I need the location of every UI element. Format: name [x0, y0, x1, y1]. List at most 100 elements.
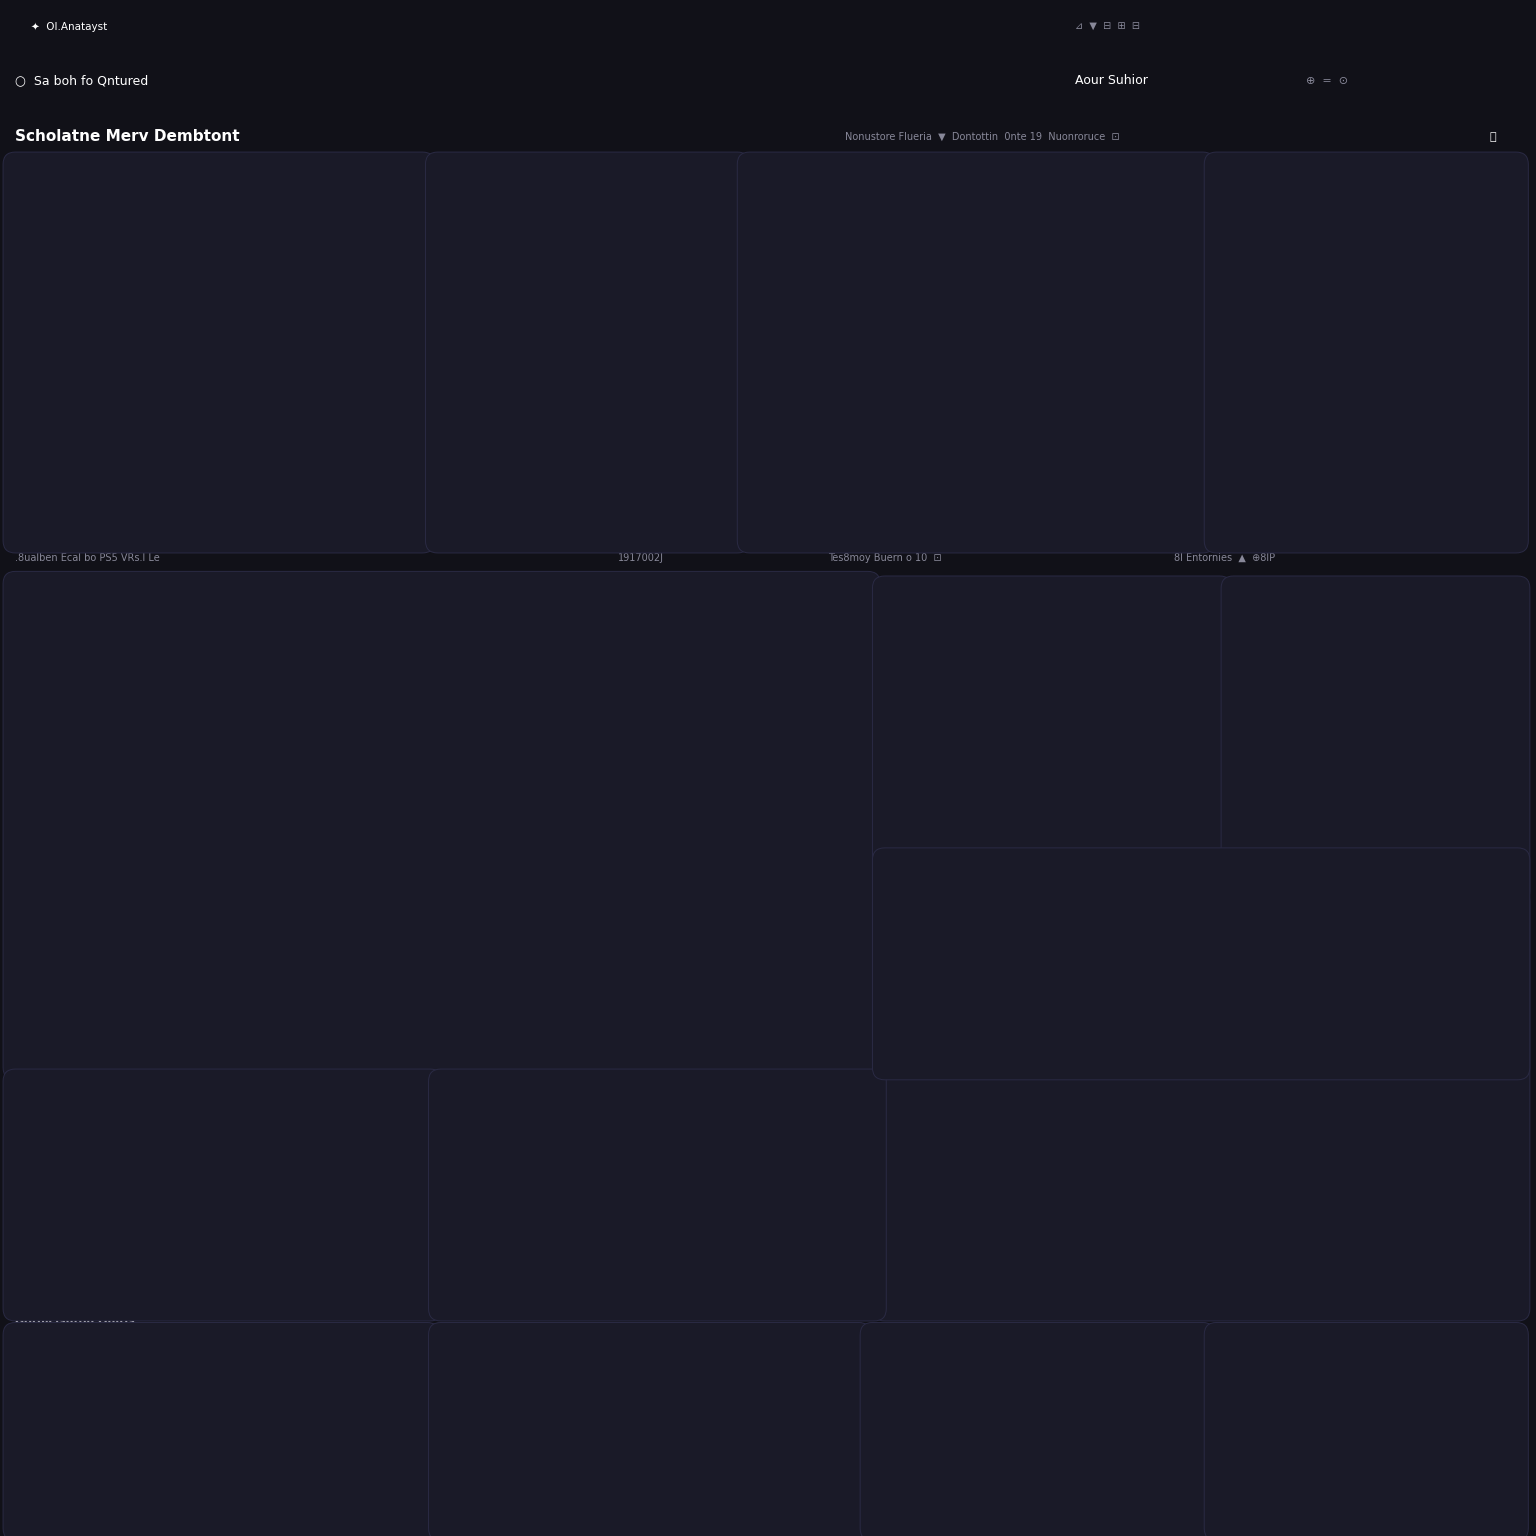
Bar — [381, 1044, 401, 1052]
Text: Mded Barg Gana i estlon: Mded Barg Gana i estlon — [1229, 1352, 1332, 1359]
Bar — [321, 1023, 339, 1052]
Text: ○ 8r57h  ∧ 8a3albs  ◉ n15  ≡ B15: ○ 8r57h ∧ 8a3albs ◉ n15 ≡ B15 — [1233, 1009, 1389, 1018]
Wedge shape — [1229, 250, 1306, 375]
Text: Golhe N6mord: Golhe N6mord — [886, 1373, 946, 1382]
Text: 1917002J: 1917002J — [617, 553, 664, 562]
Text: ■ %uRunchs Eone 8 4ourrhnors: ■ %uRunchs Eone 8 4ourrhnors — [886, 1493, 1020, 1502]
Text: Paom: Paom — [1089, 252, 1112, 261]
Text: Aour Suhior: Aour Suhior — [1075, 74, 1147, 88]
Bar — [897, 885, 1276, 906]
Text: ! 5 n 108: ! 5 n 108 — [458, 1428, 499, 1438]
Bar — [605, 1040, 624, 1052]
Text: Name: Name — [872, 252, 897, 261]
Bar — [178, 1037, 198, 1052]
Text: Suns: Suns — [453, 178, 476, 189]
Text: 🔍: 🔍 — [1490, 132, 1496, 141]
Text: Zesnde 53: Zesnde 53 — [763, 217, 814, 227]
Circle shape — [23, 1433, 98, 1468]
Text: ⊡: ⊡ — [347, 1080, 356, 1091]
Text: 48.38: 48.38 — [1402, 350, 1442, 362]
Bar — [240, 1041, 258, 1052]
Text: Toudmg Temhous: Toudmg Temhous — [28, 1080, 135, 1091]
Text: ✦  Ol.Anatayst: ✦ Ol.Anatayst — [31, 22, 108, 32]
Text: Gothicisuton Ohitis: Gothicisuton Ohitis — [32, 1342, 144, 1352]
Text: Al.llllan: Al.llllan — [201, 1510, 232, 1519]
Circle shape — [1138, 955, 1290, 1006]
Polygon shape — [303, 608, 395, 674]
Text: Ruese Mev: Ruese Mev — [458, 1375, 504, 1384]
Text: o57P0 Cm3: o57P0 Cm3 — [650, 1445, 697, 1455]
Text: Coalber Sdames: Coalber Sdames — [453, 210, 567, 224]
Bar — [158, 1026, 177, 1052]
Text: Sneti: Sneti — [803, 479, 828, 488]
Text: ⊡: ⊡ — [361, 1342, 369, 1352]
Circle shape — [998, 955, 1150, 1006]
Text: Eolhu 8 N.8m: Eolhu 8 N.8m — [118, 1439, 180, 1447]
Text: ▽ 21: ▽ 21 — [1075, 178, 1098, 189]
Text: Gothicisuton Ohitis: Gothicisuton Ohitis — [15, 1316, 135, 1326]
Polygon shape — [418, 674, 522, 750]
Wedge shape — [1243, 209, 1306, 307]
Text: 0E05: 0E05 — [725, 1355, 746, 1364]
Text: 8us Breab Allu Mo4tes: 8us Breab Allu Mo4tes — [504, 429, 613, 438]
Text: DushRs Dcunts: DushRs Dcunts — [458, 1335, 551, 1344]
Text: Ga3nes: Ga3nes — [504, 264, 541, 275]
Text: 148: 148 — [462, 1130, 495, 1146]
Circle shape — [452, 467, 484, 508]
Text: Gouc Aa:IerE04: Gouc Aa:IerE04 — [32, 1362, 97, 1372]
Bar — [98, 1026, 117, 1052]
Text: Catarns: Catarns — [28, 1101, 63, 1111]
Text: 213.57: 213.57 — [1390, 275, 1439, 287]
Wedge shape — [174, 267, 298, 476]
Polygon shape — [511, 639, 837, 796]
Text: ◉: ◉ — [1333, 972, 1347, 988]
Polygon shape — [593, 765, 639, 840]
Wedge shape — [1250, 307, 1370, 406]
Text: 67793: 67793 — [1092, 690, 1140, 703]
Text: c mcumtoluons: c mcumtoluons — [458, 1445, 522, 1455]
Polygon shape — [522, 740, 593, 796]
Text: GecT 5ToKe: GecT 5ToKe — [35, 613, 108, 622]
Text: Eos 0m8 C3m Ghn Gromos Taelbn —: Eos 0m8 C3m Ghn Gromos Taelbn — — [886, 1399, 1040, 1407]
Text: $ 5 1.16: $ 5 1.16 — [1229, 1396, 1275, 1407]
Text: 07%: 07% — [796, 1080, 817, 1091]
Text: ● 0ehd: ● 0ehd — [562, 1104, 590, 1114]
Wedge shape — [0, 315, 78, 453]
Text: Btciah Stines: Btciah Stines — [763, 177, 856, 190]
Text: ■ Goories: ■ Goories — [670, 1104, 710, 1114]
Text: 2088: 2088 — [926, 433, 949, 442]
Text: eu l.8us: eu l.8us — [1390, 398, 1424, 407]
Text: 220: 220 — [347, 1101, 364, 1111]
Wedge shape — [2, 244, 88, 329]
Text: 10%: 10% — [899, 839, 965, 866]
Text: Gerdus Vab: Gerdus Vab — [899, 693, 962, 702]
Text: 03.1ls: 03.1ls — [899, 762, 932, 773]
Circle shape — [452, 304, 484, 346]
Text: Sneon Mx 3135: Sneon Mx 3135 — [458, 1355, 522, 1364]
Text: ⌂: ⌂ — [960, 1025, 971, 1043]
Bar — [482, 1048, 502, 1052]
Bar — [57, 1048, 75, 1052]
Bar — [707, 1034, 725, 1052]
Text: ■ Duhentsms: ■ Duhentsms — [1276, 914, 1346, 925]
Text: $14.5$: $14.5$ — [295, 1395, 321, 1407]
Bar — [200, 1041, 218, 1052]
Text: QC6 7B: QC6 7B — [725, 1375, 757, 1384]
Circle shape — [23, 1484, 98, 1519]
Bar — [746, 1031, 765, 1052]
Text: 115a: 115a — [670, 1130, 713, 1146]
Text: ■ 5LOB5: ■ 5LOB5 — [453, 1104, 488, 1114]
Text: d 8Q,22 7d: d 8Q,22 7d — [28, 1121, 104, 1135]
Text: a R05: a R05 — [1075, 217, 1104, 227]
Wedge shape — [51, 229, 264, 476]
Bar — [685, 1049, 705, 1052]
Text: 5u918: 5u918 — [1049, 479, 1077, 488]
Text: Gte Reuoms Smip / Clo Encnthes: Gte Reuoms Smip / Clo Encnthes — [899, 633, 1048, 642]
Text: c/: c/ — [802, 1035, 811, 1044]
Bar — [402, 1035, 421, 1052]
Polygon shape — [250, 820, 349, 1021]
Text: 149.5177: 149.5177 — [650, 1428, 693, 1438]
Circle shape — [1264, 955, 1416, 1006]
Text: ■■ T6u DoclHimn enl Gronhne Ctrl: ■■ T6u DoclHimn enl Gronhne Ctrl — [886, 1418, 1035, 1427]
Text: M8aunorchet: M8aunorchet — [118, 1405, 178, 1415]
